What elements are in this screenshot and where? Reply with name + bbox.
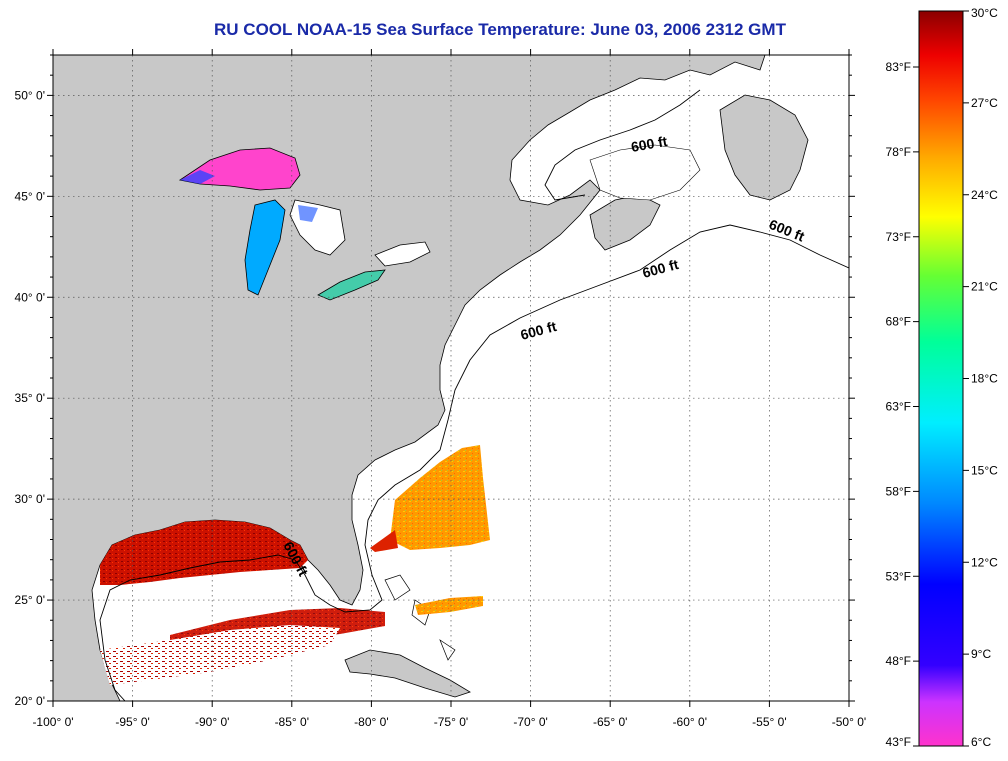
- lon-label: -60° 0': [673, 715, 707, 729]
- colorbar-celsius-labels: 30°C 27°C 24°C 21°C 18°C 15°C 12°C 9°C 6°C: [971, 6, 998, 749]
- land-newfoundland: [719, 94, 809, 201]
- lat-label: 20° 0': [15, 694, 45, 708]
- lon-label: -65° 0': [593, 715, 627, 729]
- lake-huron-cold-water: [298, 205, 318, 222]
- map-title: RU COOL NOAA-15 Sea Surface Temperature:…: [214, 20, 786, 39]
- lon-label: -70° 0': [513, 715, 547, 729]
- contour-600ft-north: [544, 89, 701, 201]
- fahrenheit-label: 73°F: [886, 230, 911, 244]
- lat-label: 25° 0': [15, 593, 45, 607]
- lake-erie: [317, 269, 386, 301]
- fahrenheit-label: 48°F: [886, 654, 911, 668]
- celsius-label: 12°C: [971, 555, 998, 569]
- sst-gulf-sparse: [100, 625, 340, 685]
- latitude-labels: 20° 0' 25° 0' 30° 0' 35° 0' 40° 0' 45° 0' 50° …: [15, 88, 45, 708]
- lon-label: -95° 0': [115, 715, 149, 729]
- celsius-label: 30°C: [971, 6, 998, 20]
- fahrenheit-label: 78°F: [886, 145, 911, 159]
- celsius-label: 9°C: [971, 647, 991, 661]
- celsius-label: 21°C: [971, 280, 998, 294]
- axis-ticks: [47, 49, 855, 707]
- sst-atlantic-patch: [390, 445, 490, 550]
- celsius-label: 24°C: [971, 188, 998, 202]
- lat-label: 45° 0': [15, 189, 45, 203]
- lon-label: -55° 0': [752, 715, 786, 729]
- lat-label: 50° 0': [15, 88, 45, 102]
- fahrenheit-label: 43°F: [886, 735, 911, 749]
- contour-600ft: [99, 224, 849, 701]
- lon-label: -100° 0': [32, 715, 73, 729]
- colorbar-ticks: [913, 10, 969, 747]
- celsius-label: 6°C: [971, 735, 991, 749]
- lake-ontario: [374, 241, 431, 267]
- lon-label: -85° 0': [275, 715, 309, 729]
- sst-bahamas-strip: [415, 596, 483, 615]
- lat-label: 40° 0': [15, 290, 45, 304]
- land-cuba: [344, 649, 471, 698]
- lon-label: -50° 0': [832, 715, 866, 729]
- longitude-labels: -100° 0' -95° 0' -90° 0' -85° 0' -80° 0' -75°…: [32, 715, 866, 729]
- celsius-label: 15°C: [971, 463, 998, 477]
- fahrenheit-label: 53°F: [886, 569, 911, 583]
- contour-label: 600 ft: [630, 133, 669, 155]
- lat-label: 30° 0': [15, 492, 45, 506]
- celsius-label: 18°C: [971, 372, 998, 386]
- colorbar: [918, 10, 964, 747]
- lon-label: -90° 0': [195, 715, 229, 729]
- lat-label: 35° 0': [15, 391, 45, 405]
- lon-label: -80° 0': [354, 715, 388, 729]
- fahrenheit-label: 83°F: [886, 60, 911, 74]
- celsius-label: 27°C: [971, 96, 998, 110]
- colorbar-fahrenheit-labels: 83°F 78°F 73°F 68°F 63°F 58°F 53°F 48°F 43°F: [886, 60, 911, 749]
- fahrenheit-label: 63°F: [886, 400, 911, 414]
- lon-label: -75° 0': [434, 715, 468, 729]
- lake-superior: [178, 147, 301, 191]
- lake-superior-cold-edge: [180, 170, 215, 184]
- sst-atlantic-strip: [370, 530, 398, 552]
- fahrenheit-label: 68°F: [886, 315, 911, 329]
- fahrenheit-label: 58°F: [886, 484, 911, 498]
- sst-gulf-of-mexico-north: [100, 520, 308, 585]
- lake-michigan: [244, 199, 286, 296]
